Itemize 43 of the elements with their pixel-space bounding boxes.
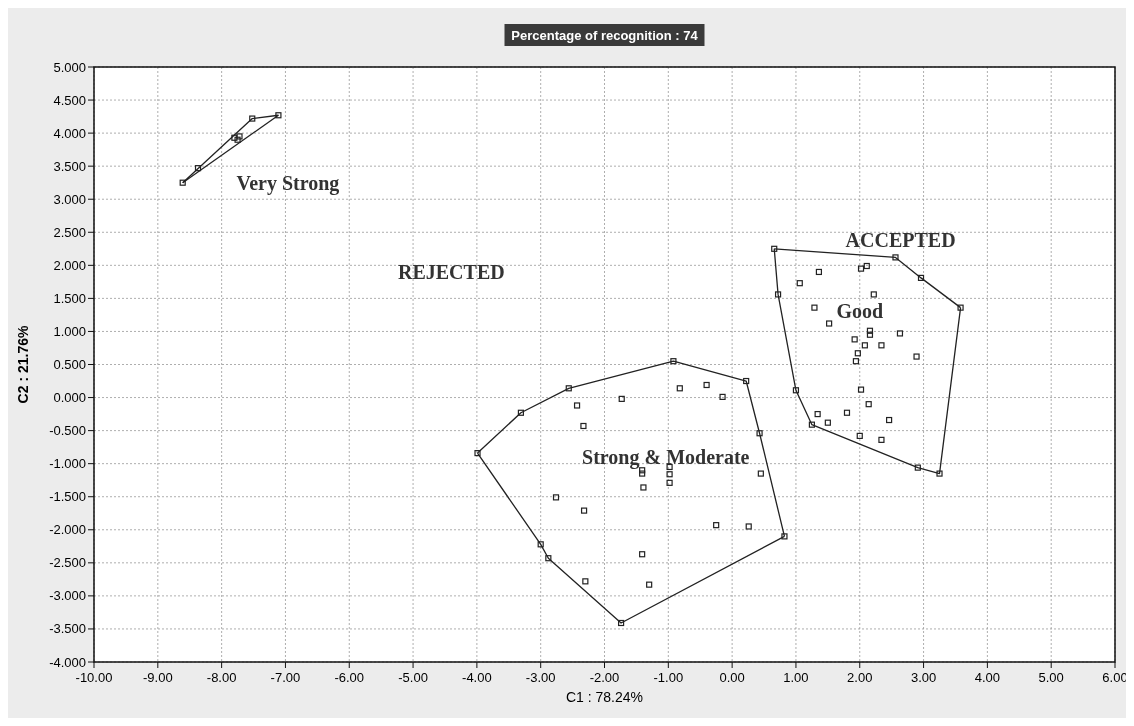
y-tick-label: -3.000	[49, 588, 86, 604]
y-tick-label: -4.000	[49, 654, 86, 670]
x-tick-label: -4.00	[462, 670, 492, 685]
y-tick-label: -2.000	[49, 522, 86, 538]
x-axis-title: C1 : 78.24%	[565, 689, 644, 705]
y-tick-label: 4.500	[53, 92, 86, 108]
x-tick-label: 0.00	[719, 670, 745, 685]
y-tick-label: -2.500	[49, 555, 86, 571]
annotation: Strong & Moderate	[582, 445, 750, 469]
x-tick-label: -6.00	[334, 670, 365, 685]
x-tick-label: -2.00	[589, 670, 620, 685]
annotation: Very Strong	[236, 172, 340, 196]
x-tick-label: -1.00	[653, 670, 684, 685]
y-tick-label: -1.000	[49, 456, 86, 472]
x-tick-label: -3.00	[525, 670, 556, 685]
x-tick-label: 5.00	[1038, 670, 1064, 685]
annotation: REJECTED	[398, 261, 505, 284]
y-tick-label: 2.500	[53, 224, 86, 240]
y-tick-label: 0.000	[53, 390, 86, 406]
y-tick-label: 3.000	[53, 191, 86, 207]
chart-title: Percentage of recognition : 74	[511, 28, 699, 43]
y-tick-label: 1.500	[53, 290, 86, 306]
y-tick-label: 4.000	[53, 125, 86, 141]
x-tick-label: 1.00	[783, 670, 809, 685]
y-tick-label: -3.500	[49, 621, 86, 637]
x-tick-label: -9.00	[142, 670, 173, 685]
y-tick-label: 0.500	[53, 357, 86, 372]
x-tick-label: -7.00	[270, 670, 301, 685]
x-tick-label: -10.00	[75, 670, 113, 685]
annotation: ACCEPTED	[845, 228, 956, 251]
x-tick-label: 2.00	[847, 670, 873, 685]
x-tick-label: -8.00	[206, 670, 237, 685]
annotation: Good	[836, 299, 884, 322]
y-axis-title: C2 : 21.76%	[15, 325, 31, 404]
y-tick-label: -1.500	[49, 489, 86, 505]
x-tick-label: -5.00	[398, 670, 428, 685]
y-tick-label: 1.000	[53, 323, 86, 339]
x-tick-label: 3.00	[910, 670, 937, 685]
y-tick-label: -0.500	[49, 423, 86, 439]
x-tick-label: 4.00	[974, 670, 1001, 685]
y-tick-label: 2.000	[53, 257, 86, 273]
y-tick-label: 5.000	[53, 59, 86, 75]
y-tick-label: 3.500	[53, 158, 86, 174]
